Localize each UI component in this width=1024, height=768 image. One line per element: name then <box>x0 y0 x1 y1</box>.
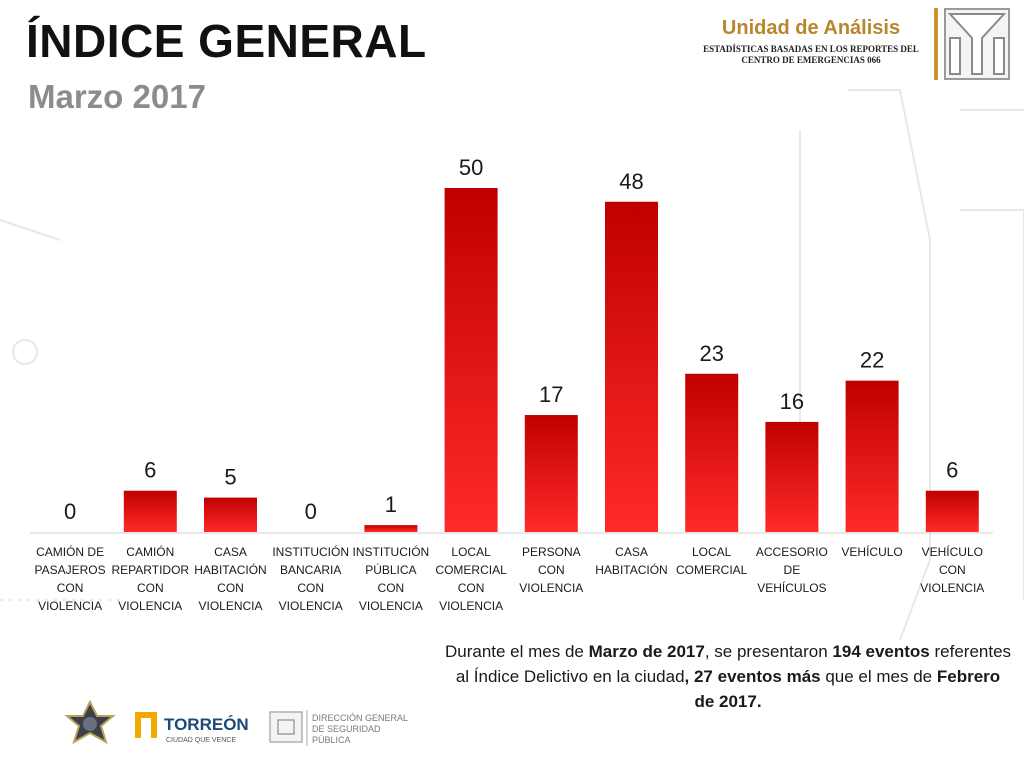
category-label-line: CASA <box>214 545 247 559</box>
bar <box>364 525 418 532</box>
category-label: INSTITUCIÓN BANCARIA CON VIOLENCIA <box>271 543 351 615</box>
bar <box>524 415 578 532</box>
summary-total-events: 194 eventos <box>832 642 930 661</box>
category-label: CASA HABITACIÓN <box>592 543 672 579</box>
category-label-line: VIOLENCIA <box>38 599 103 613</box>
category-label-line: VEHÍCULO <box>841 545 903 559</box>
bar-value-label: 50 <box>459 155 483 180</box>
category-label-line: CON <box>537 563 565 577</box>
page-subtitle: Marzo 2017 <box>28 78 206 115</box>
category-label-line: CON <box>457 581 485 595</box>
category-label-line: CON <box>297 581 325 595</box>
category-label-line: CON <box>377 581 405 595</box>
police-star-icon <box>64 700 116 745</box>
bar <box>845 380 899 532</box>
category-label-line: REPARTIDOR <box>111 563 190 577</box>
summary-previous-month: Febrero de 2017. <box>694 667 1001 711</box>
bar-value-label: 6 <box>946 458 958 483</box>
category-label: CAMIÓN DE PASAJEROS CON VIOLENCIA <box>30 543 110 615</box>
summary-part: Durante el mes de <box>444 642 589 661</box>
summary-part: que el mes de <box>820 667 937 686</box>
category-label-line: VIOLENCIA <box>358 599 423 613</box>
page-title: ÍNDICE GENERAL <box>26 15 427 67</box>
footer-logos: TORREÓN CIUDAD QUE VENCE DIRECCIÓN GENER… <box>64 700 408 746</box>
bar-value-label: 1 <box>385 492 397 517</box>
category-label: LOCAL COMERCIAL CON VIOLENCIA <box>431 543 511 615</box>
bar-value-label: 6 <box>144 458 156 483</box>
bar-value-label: 0 <box>305 499 317 524</box>
summary-difference: , 27 eventos más <box>684 667 821 686</box>
torreon-slogan: CIUDAD QUE VENCE <box>166 737 236 744</box>
unit-description-line1: ESTADÍSTICAS BASADAS EN LOS REPORTES DEL <box>703 44 919 54</box>
category-label-line: LOCAL <box>692 545 732 559</box>
category-label-line: ACCESORIO <box>755 545 828 559</box>
category-label-line: CON <box>938 563 966 577</box>
bar <box>765 421 819 532</box>
bar-value-label: 22 <box>860 348 884 373</box>
dgsp-line3: PÚBLICA <box>312 735 351 745</box>
bar <box>204 497 257 532</box>
category-label-line: CAMIÓN DE <box>36 545 105 559</box>
category-label-line: VEHÍCULOS <box>757 581 827 595</box>
category-label-line: INSTITUCIÓN <box>272 545 350 559</box>
category-label: INSTITUCIÓN PÚBLICA CON VIOLENCIA <box>351 543 431 615</box>
category-label-line: BANCARIA <box>280 563 342 577</box>
summary-month: Marzo de 2017 <box>588 642 705 661</box>
category-label-line: PÚBLICA <box>365 563 417 577</box>
category-label-line: VIOLENCIA <box>439 599 504 613</box>
category-label-line: VIOLENCIA <box>278 599 343 613</box>
category-label-line: VIOLENCIA <box>118 599 183 613</box>
category-label-line: HABITACIÓN <box>194 563 267 577</box>
category-label-line: INSTITUCIÓN <box>352 545 430 559</box>
bar <box>123 490 177 532</box>
category-label: CAMIÓN REPARTIDOR CON VIOLENCIA <box>110 543 190 615</box>
summary-text: Durante el mes de Marzo de 2017, se pres… <box>444 639 1012 714</box>
category-label-line: VEHÍCULO <box>921 545 983 559</box>
category-label-line: VIOLENCIA <box>519 581 584 595</box>
category-label-line: CON <box>217 581 244 595</box>
category-label-line: HABITACIÓN <box>595 563 668 577</box>
category-label-line: LOCAL <box>451 545 491 559</box>
category-label-line: CON <box>56 581 84 595</box>
unit-description: ESTADÍSTICAS BASADAS EN LOS REPORTES DEL… <box>690 44 932 66</box>
bar-value-label: 5 <box>224 465 236 490</box>
bar <box>685 373 739 532</box>
header-divider <box>934 8 938 80</box>
category-label-line: CON <box>136 581 164 595</box>
bar-value-label: 17 <box>539 382 563 407</box>
dgsp-logo: DIRECCIÓN GENERAL DE SEGURIDAD PÚBLICA <box>269 710 408 746</box>
category-label: LOCAL COMERCIAL <box>672 543 752 579</box>
torreon-name: TORREÓN <box>164 715 249 734</box>
unit-description-line2: CENTRO DE EMERGENCIAS 066 <box>741 55 881 65</box>
category-label-line: COMERCIAL <box>676 563 748 577</box>
category-label-line: PASAJEROS <box>34 563 106 577</box>
category-label-line: CASA <box>615 545 648 559</box>
category-label: VEHÍCULO <box>832 543 912 561</box>
unit-logo-icon <box>944 8 1010 80</box>
category-label-line: PERSONA <box>521 545 581 559</box>
category-label-line: COMERCIAL <box>435 563 507 577</box>
category-label-line: VIOLENCIA <box>920 581 985 595</box>
bar-value-label: 48 <box>619 169 643 194</box>
category-label: ACCESORIO DE VEHÍCULOS <box>752 543 832 597</box>
summary-part: referentes al Índice Delictivo en la ciu… <box>455 642 1012 686</box>
torreon-logo: TORREÓN CIUDAD QUE VENCE <box>135 712 249 744</box>
dgsp-line1: DIRECCIÓN GENERAL <box>312 713 408 723</box>
category-label-line: VIOLENCIA <box>198 599 263 613</box>
bar-value-label: 16 <box>780 389 804 414</box>
bar <box>605 201 658 532</box>
category-label: CASA HABITACIÓN CON VIOLENCIA <box>191 543 271 615</box>
bar-value-label: 0 <box>64 499 76 524</box>
dgsp-line2: DE SEGURIDAD <box>312 724 381 734</box>
unit-title: Unidad de Análisis <box>721 17 901 39</box>
category-label: PERSONA CON VIOLENCIA <box>511 543 591 597</box>
bar <box>925 490 979 532</box>
category-label-line: CAMIÓN <box>126 545 175 559</box>
category-label-line: DE <box>783 563 801 577</box>
summary-part: , se presentaron <box>704 642 833 661</box>
bar <box>444 188 498 532</box>
bar-value-label: 23 <box>699 341 723 366</box>
category-label: VEHÍCULO CON VIOLENCIA <box>912 543 992 597</box>
